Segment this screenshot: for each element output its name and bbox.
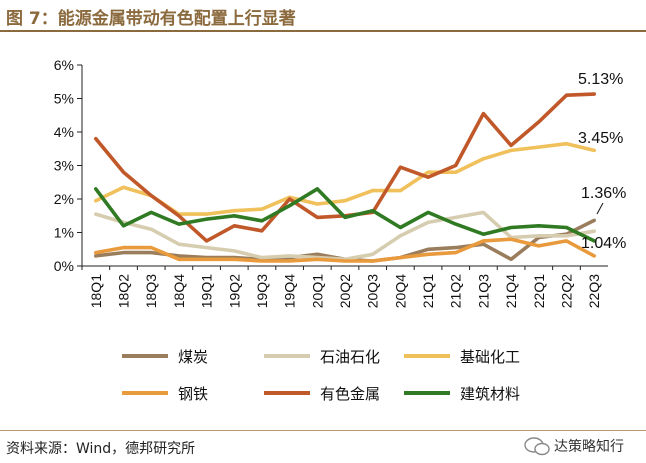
x-tick-label: 21Q3 — [475, 274, 491, 308]
y-tick-label: 3% — [54, 158, 74, 174]
source-note: 资料来源：Wind，德邦研究所 — [6, 441, 196, 457]
x-tick-label: 19Q3 — [254, 274, 270, 308]
x-tick-label: 22Q2 — [558, 274, 574, 308]
y-tick-label: 1% — [54, 225, 74, 241]
x-tick-label: 19Q4 — [282, 274, 298, 308]
x-tick-label: 18Q2 — [116, 274, 132, 308]
x-tick-label: 20Q4 — [392, 274, 408, 308]
watermark-text: 达策略知行 — [554, 438, 624, 455]
line-chart: 0%1%2%3%4%5%6% 18Q1 18Q2 18Q3 18Q4 19Q1 19Q2 1… — [54, 57, 627, 403]
annotation-basic-chem: 3.45% — [578, 130, 623, 147]
legend-label-nonferrous: 有色金属 — [320, 385, 380, 403]
series-line-steel — [94, 237, 597, 263]
x-tick-labels: 18Q1 18Q2 18Q3 18Q4 19Q1 19Q2 19Q3 19Q4 20Q1 20Q2… — [81, 266, 602, 308]
annotation-leader-coal — [596, 202, 604, 215]
chart-title: 图 7：能源金属带动有色配置上行显著 — [6, 9, 296, 29]
title-divider — [0, 30, 646, 32]
legend-label-basic_chem: 基础化工 — [460, 348, 520, 366]
x-tick-label: 19Q1 — [199, 274, 215, 308]
annotation-petro: 1.04% — [581, 235, 626, 252]
x-tick-label: 18Q3 — [143, 274, 159, 308]
x-tick-label: 22Q1 — [531, 274, 547, 308]
x-tick-label: 20Q1 — [309, 274, 325, 308]
x-tick-label: 18Q4 — [171, 274, 187, 308]
footer-divider — [0, 430, 646, 431]
y-tick-labels: 0% 1% 2% 3% 4% 5% 6% — [54, 57, 82, 274]
legend-label-building: 建筑材料 — [460, 385, 520, 403]
legend-label-coal: 煤炭 — [178, 348, 208, 366]
x-tick-label: 22Q3 — [586, 274, 602, 308]
x-tick-label: 18Q1 — [88, 274, 104, 308]
x-tick-label: 21Q2 — [448, 274, 464, 308]
x-tick-label: 21Q1 — [420, 274, 436, 308]
x-tick-label: 20Q2 — [337, 274, 353, 308]
y-tick-label: 5% — [54, 91, 74, 107]
x-tick-label: 21Q4 — [503, 274, 519, 308]
x-tick-label: 20Q3 — [365, 274, 381, 308]
legend-label-steel: 钢铁 — [178, 385, 208, 403]
y-tick-label: 6% — [54, 57, 74, 73]
legend-label-petro: 石油石化 — [320, 348, 380, 366]
annotation-nonferrous: 5.13% — [578, 71, 623, 88]
annotations: 5.13% 3.45% 1.36% 1.04% — [578, 71, 626, 252]
y-tick-label: 4% — [54, 124, 74, 140]
series-line-building — [94, 187, 597, 243]
y-tick-label: 2% — [54, 191, 74, 207]
series-line-basic_chem — [94, 141, 597, 216]
annotation-coal: 1.36% — [581, 185, 626, 202]
wechat-watermark: 达策略知行 — [524, 437, 624, 456]
wechat-icon — [524, 437, 550, 456]
series-lines — [94, 92, 597, 263]
x-tick-label: 19Q2 — [226, 274, 242, 308]
y-tick-label: 0% — [54, 258, 74, 274]
